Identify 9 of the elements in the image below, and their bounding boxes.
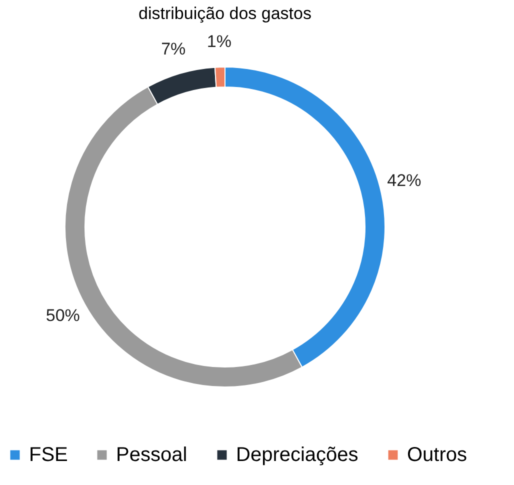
data-label: 1% xyxy=(206,32,232,52)
chart-title: distribuição dos gastos xyxy=(138,4,312,23)
legend-label: Depreciações xyxy=(236,444,358,466)
data-label: 7% xyxy=(161,39,186,58)
data-label: 50% xyxy=(46,306,80,326)
legend-label: FSE xyxy=(29,444,68,466)
legend-label: Outros xyxy=(407,444,468,466)
legend-label: Pessoal xyxy=(116,444,188,466)
data-label: 42% xyxy=(387,170,422,190)
